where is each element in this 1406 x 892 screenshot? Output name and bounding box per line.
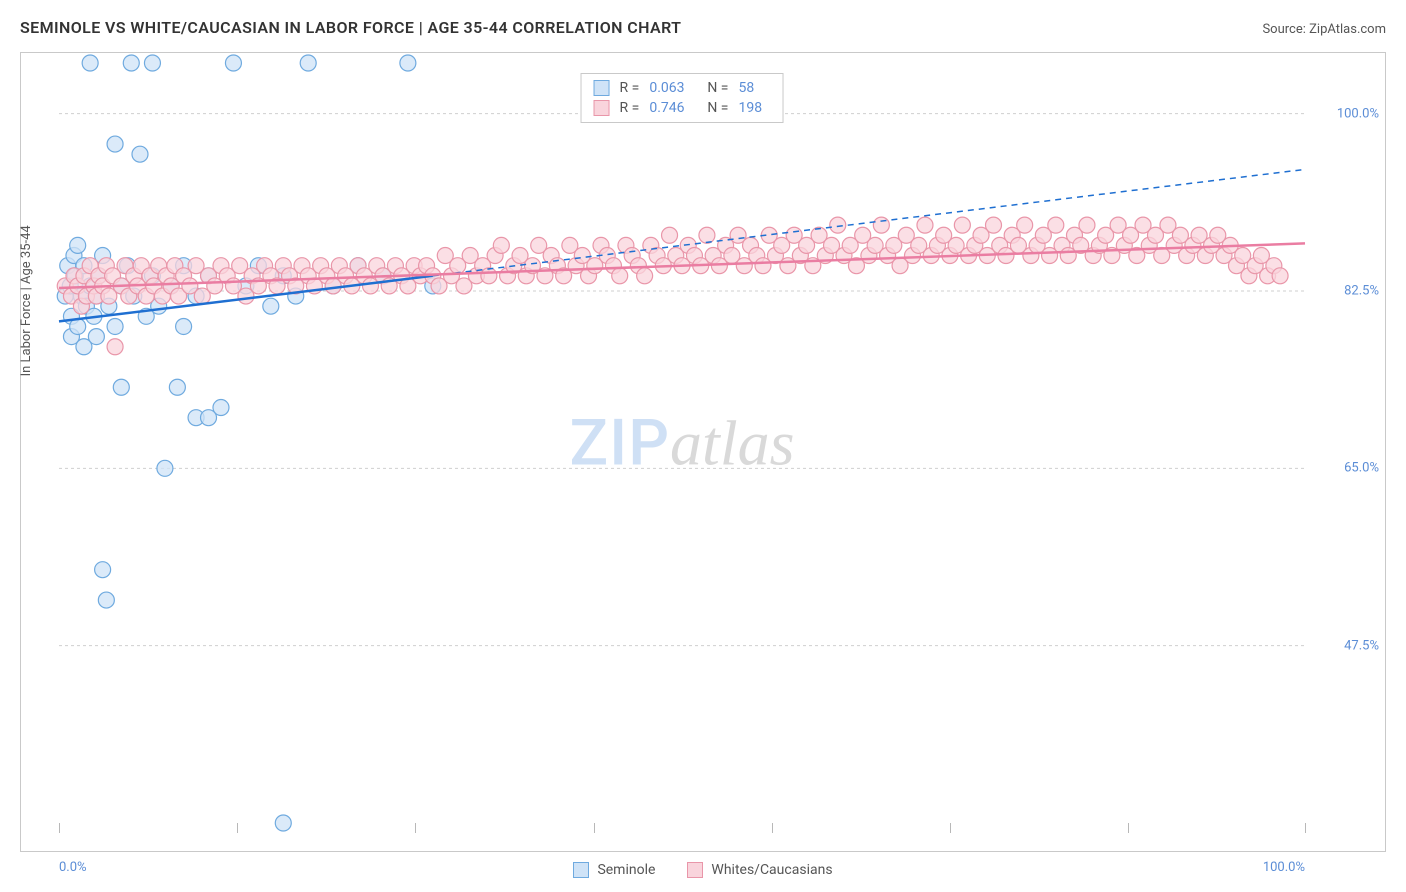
r-value: 0.063	[649, 80, 697, 96]
y-tick-label: 47.5%	[1344, 638, 1379, 653]
x-tick	[772, 823, 773, 833]
data-point	[70, 237, 86, 253]
data-point	[1048, 217, 1064, 233]
data-point	[88, 329, 104, 345]
data-point	[493, 237, 509, 253]
data-point	[213, 400, 229, 416]
r-label: R =	[620, 100, 640, 116]
data-point	[699, 227, 715, 243]
data-point	[612, 268, 628, 284]
y-tick-label: 65.0%	[1344, 461, 1379, 476]
x-tick	[950, 823, 951, 833]
x-tick	[415, 823, 416, 833]
n-value: 58	[738, 80, 770, 96]
data-point	[107, 339, 123, 355]
data-point	[637, 268, 653, 284]
correlation-legend: R = 0.063 N = 58 R = 0.746 N = 198	[581, 73, 784, 123]
data-point	[400, 55, 416, 71]
n-label: N =	[707, 80, 728, 96]
data-point	[225, 55, 241, 71]
data-point	[917, 217, 933, 233]
r-value: 0.746	[649, 100, 697, 116]
chart-container: In Labor Force | Age 35-44 ZIPatlas 47.5…	[20, 52, 1386, 852]
x-tick	[1305, 823, 1306, 833]
data-point	[123, 55, 139, 71]
data-point	[1017, 217, 1033, 233]
legend-item: Whites/Caucasians	[687, 862, 832, 878]
legend-swatch	[594, 80, 610, 96]
data-point	[481, 268, 497, 284]
data-point	[144, 55, 160, 71]
x-tick	[594, 823, 595, 833]
data-point	[1079, 217, 1095, 233]
data-point	[954, 217, 970, 233]
chart-header: SEMINOLE VS WHITE/CAUCASIAN IN LABOR FOR…	[0, 0, 1406, 45]
x-tick	[237, 823, 238, 833]
scatter-plot-svg	[59, 63, 1305, 823]
data-point	[1272, 268, 1288, 284]
plot-area: ZIPatlas 47.5%65.0%82.5%100.0% R =0.063N…	[59, 63, 1305, 823]
data-point	[986, 217, 1002, 233]
legend-label: Seminole	[597, 862, 655, 878]
y-tick-label: 82.5%	[1344, 284, 1379, 299]
data-point	[157, 460, 173, 476]
n-label: N =	[707, 100, 728, 116]
data-point	[132, 146, 148, 162]
data-point	[95, 562, 111, 578]
y-axis-label: In Labor Force | Age 35-44	[19, 225, 34, 376]
data-point	[263, 298, 279, 314]
legend-row: R = 0.063 N = 58	[594, 78, 771, 98]
chart-title: SEMINOLE VS WHITE/CAUCASIAN IN LABOR FOR…	[20, 18, 681, 37]
source-attribution: Source: ZipAtlas.com	[1262, 22, 1386, 37]
legend-row: R = 0.746 N = 198	[594, 98, 771, 118]
data-point	[107, 136, 123, 152]
series-legend: Seminole Whites/Caucasians	[0, 862, 1406, 882]
data-point	[82, 55, 98, 71]
source-value: ZipAtlas.com	[1309, 22, 1386, 37]
legend-item: Seminole	[573, 862, 655, 878]
data-point	[300, 55, 316, 71]
x-tick	[59, 823, 60, 833]
n-value: 198	[738, 100, 770, 116]
x-axis: 0.0% 100.0%	[59, 823, 1305, 851]
legend-swatch	[687, 862, 703, 878]
data-point	[873, 217, 889, 233]
data-point	[113, 379, 129, 395]
data-point	[176, 318, 192, 334]
source-label: Source:	[1262, 22, 1305, 37]
legend-swatch	[594, 100, 610, 116]
y-tick-label: 100.0%	[1337, 106, 1379, 121]
data-point	[662, 227, 678, 243]
data-point	[98, 592, 114, 608]
legend-label: Whites/Caucasians	[711, 862, 832, 878]
r-label: R =	[620, 80, 640, 96]
x-tick	[1128, 823, 1129, 833]
legend-swatch	[573, 862, 589, 878]
data-point	[830, 217, 846, 233]
data-point	[107, 318, 123, 334]
data-point	[169, 379, 185, 395]
